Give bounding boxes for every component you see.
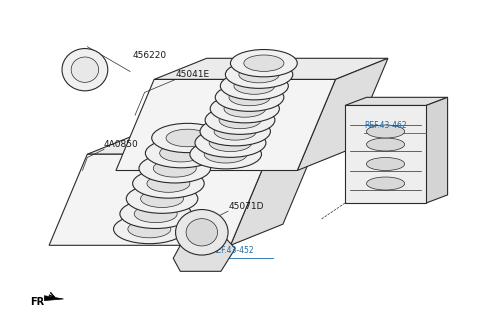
Ellipse shape: [224, 100, 265, 117]
Text: REF.43-452: REF.43-452: [211, 246, 254, 255]
Ellipse shape: [214, 123, 256, 140]
Ellipse shape: [139, 154, 211, 183]
Ellipse shape: [230, 50, 297, 77]
Ellipse shape: [145, 138, 217, 168]
Ellipse shape: [152, 123, 223, 153]
Ellipse shape: [244, 55, 284, 72]
Ellipse shape: [234, 78, 275, 94]
Ellipse shape: [366, 177, 405, 190]
Ellipse shape: [229, 89, 270, 106]
Ellipse shape: [195, 128, 266, 157]
Ellipse shape: [190, 140, 262, 169]
Polygon shape: [173, 229, 235, 271]
Ellipse shape: [160, 144, 203, 162]
Polygon shape: [49, 154, 269, 245]
Ellipse shape: [71, 57, 99, 82]
Ellipse shape: [141, 190, 183, 208]
Ellipse shape: [366, 138, 405, 151]
Ellipse shape: [147, 175, 190, 192]
Ellipse shape: [209, 134, 252, 152]
Ellipse shape: [120, 199, 192, 229]
Ellipse shape: [126, 184, 198, 213]
Polygon shape: [154, 58, 388, 79]
Ellipse shape: [200, 117, 270, 146]
Ellipse shape: [215, 83, 284, 111]
Ellipse shape: [220, 72, 288, 100]
Ellipse shape: [153, 159, 196, 177]
Text: REF.43-462: REF.43-462: [364, 121, 407, 130]
Ellipse shape: [239, 66, 279, 83]
Ellipse shape: [128, 220, 171, 238]
Ellipse shape: [204, 145, 247, 163]
Text: 45071D: 45071D: [228, 202, 264, 211]
Polygon shape: [345, 97, 447, 106]
Text: 456220: 456220: [132, 51, 167, 60]
Ellipse shape: [205, 106, 275, 134]
Ellipse shape: [166, 129, 209, 147]
Ellipse shape: [176, 210, 228, 255]
Ellipse shape: [186, 219, 217, 246]
Text: FR: FR: [30, 297, 44, 307]
Polygon shape: [426, 97, 447, 203]
Ellipse shape: [210, 94, 279, 123]
Ellipse shape: [132, 169, 204, 198]
Ellipse shape: [219, 112, 261, 129]
Polygon shape: [297, 58, 388, 171]
Ellipse shape: [366, 125, 405, 138]
Polygon shape: [230, 133, 321, 245]
Polygon shape: [116, 79, 336, 171]
Polygon shape: [345, 106, 426, 203]
Ellipse shape: [366, 157, 405, 171]
Ellipse shape: [226, 61, 293, 88]
Polygon shape: [87, 133, 321, 154]
Text: 45041E: 45041E: [176, 71, 210, 79]
Ellipse shape: [114, 215, 185, 244]
Ellipse shape: [62, 49, 108, 91]
Polygon shape: [44, 296, 63, 300]
Text: 4A0850: 4A0850: [104, 140, 139, 149]
Ellipse shape: [134, 205, 177, 223]
